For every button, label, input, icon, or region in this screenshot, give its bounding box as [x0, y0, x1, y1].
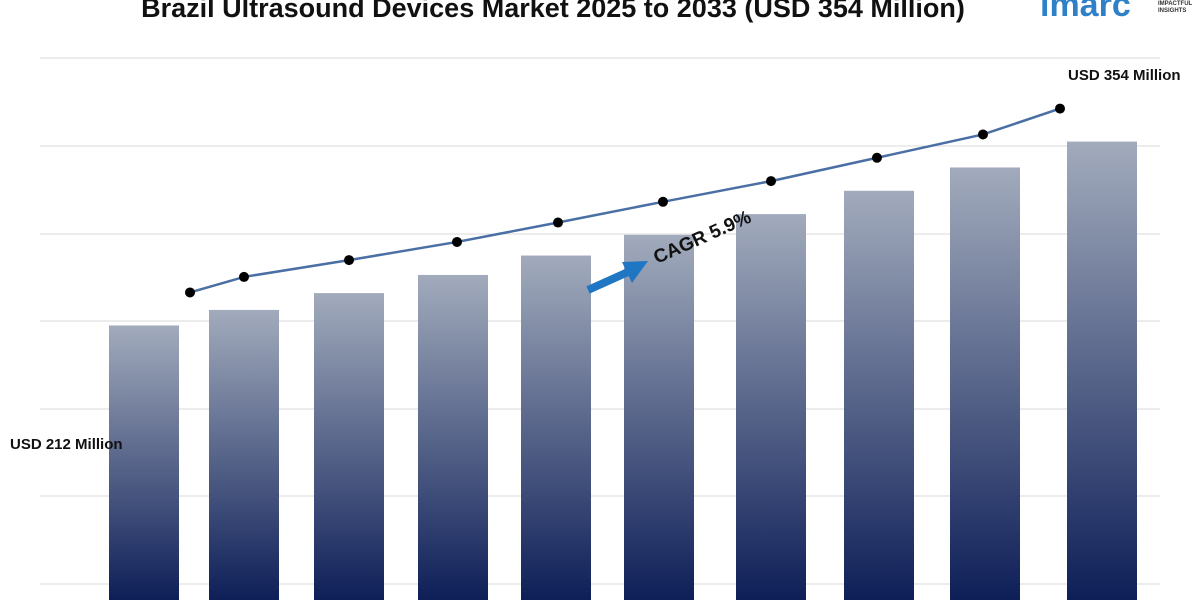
bar-6 — [736, 214, 806, 600]
cagr-arrow — [586, 261, 648, 294]
bar-2 — [314, 293, 384, 600]
line-point-9 — [1055, 103, 1065, 114]
line-point-7 — [872, 152, 882, 163]
line-point-1 — [239, 271, 249, 282]
start-value-label: USD 212 Million — [10, 436, 123, 453]
end-value-label: USD 354 Million — [1068, 67, 1181, 84]
bar-8 — [950, 167, 1020, 600]
line-point-5 — [658, 196, 668, 207]
line-point-4 — [553, 217, 563, 228]
bar-series — [109, 141, 1137, 600]
logo-wordmark: imarc — [1040, 0, 1131, 24]
trend-line — [189, 107, 1061, 294]
bar-5 — [624, 234, 694, 600]
chart-title: Brazil Ultrasound Devices Market 2025 to… — [141, 0, 965, 23]
line-point-8 — [978, 129, 988, 140]
logo-tagline-2: INSIGHTS — [1158, 8, 1186, 14]
line-point-0 — [185, 287, 195, 298]
cagr-arrow-shaft — [586, 268, 630, 294]
line-point-2 — [344, 255, 354, 266]
bar-9 — [1067, 141, 1137, 600]
bar-4 — [521, 255, 591, 600]
trend-line-series — [185, 103, 1065, 298]
bar-3 — [418, 274, 488, 600]
bar-7 — [844, 190, 914, 600]
line-point-3 — [452, 236, 462, 247]
bar-0 — [109, 325, 179, 600]
bar-1 — [209, 309, 279, 600]
line-point-6 — [766, 176, 776, 187]
cagr-arrow-head — [622, 261, 648, 283]
imarc-logo: imarc IMPACTFUL INSIGHTS — [1040, 0, 1193, 24]
logo-tagline-1: IMPACTFUL — [1158, 1, 1193, 7]
